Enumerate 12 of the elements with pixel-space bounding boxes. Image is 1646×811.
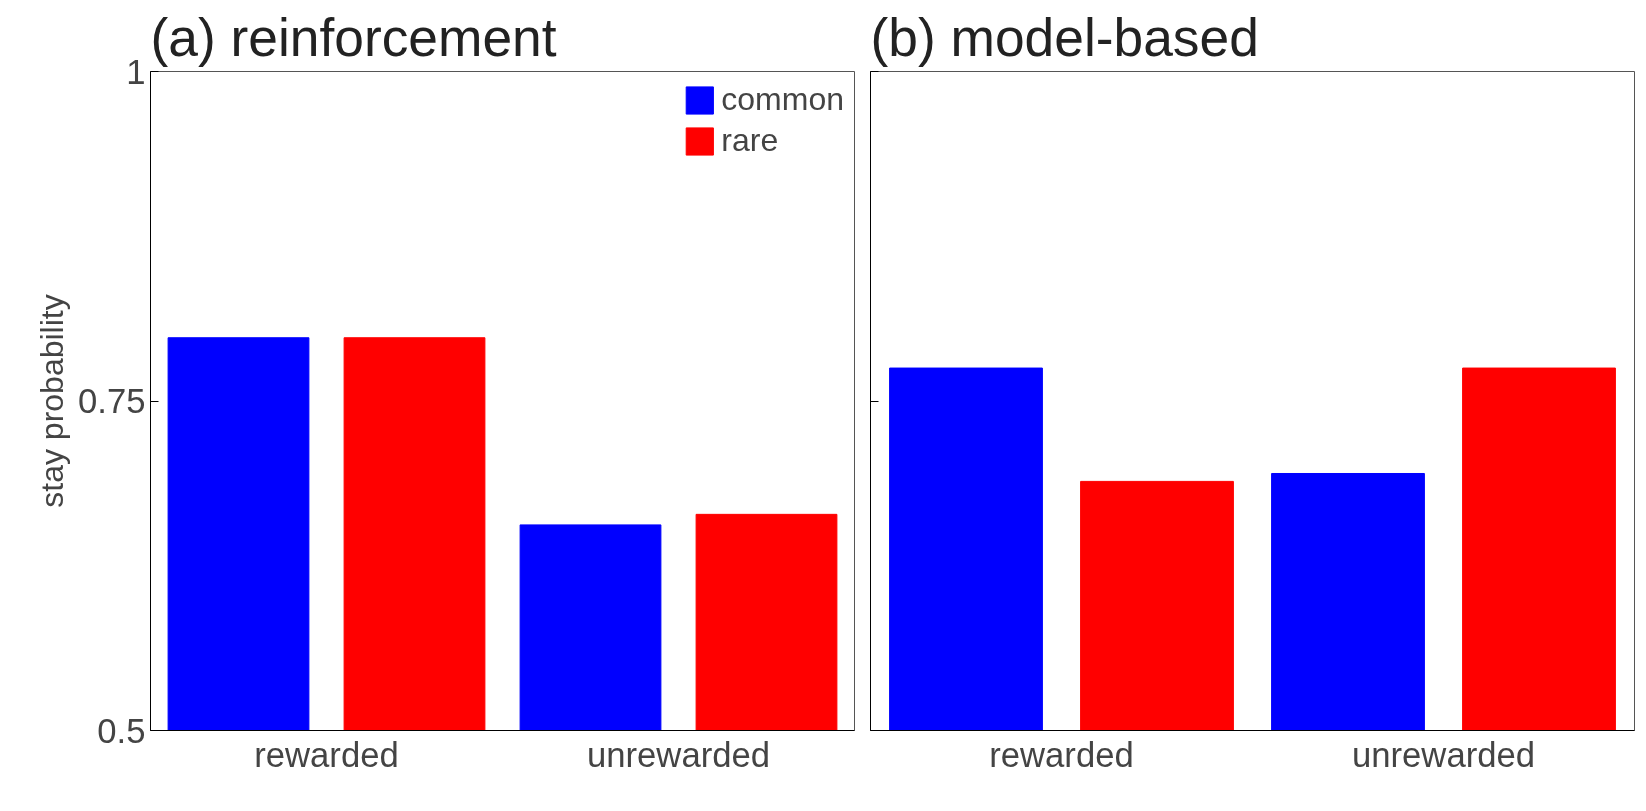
y-axis-title: stay probability bbox=[34, 294, 71, 508]
y-tick-label: 0.75 bbox=[78, 382, 146, 420]
x-tick-label: unrewarded bbox=[586, 735, 771, 774]
x-tick-label: rewarded bbox=[254, 735, 399, 774]
chart-title: (a) reinforcement bbox=[150, 7, 557, 67]
y-tick-label: 1 bbox=[126, 52, 146, 91]
legend-label: common bbox=[721, 81, 844, 118]
y-tick-label: 0.5 bbox=[97, 711, 146, 750]
legend-label: rare bbox=[721, 122, 779, 159]
x-tick-label: unrewarded bbox=[1351, 735, 1536, 774]
x-tick-label: rewarded bbox=[989, 735, 1134, 774]
chart-title: (b) model-based bbox=[870, 7, 1259, 67]
